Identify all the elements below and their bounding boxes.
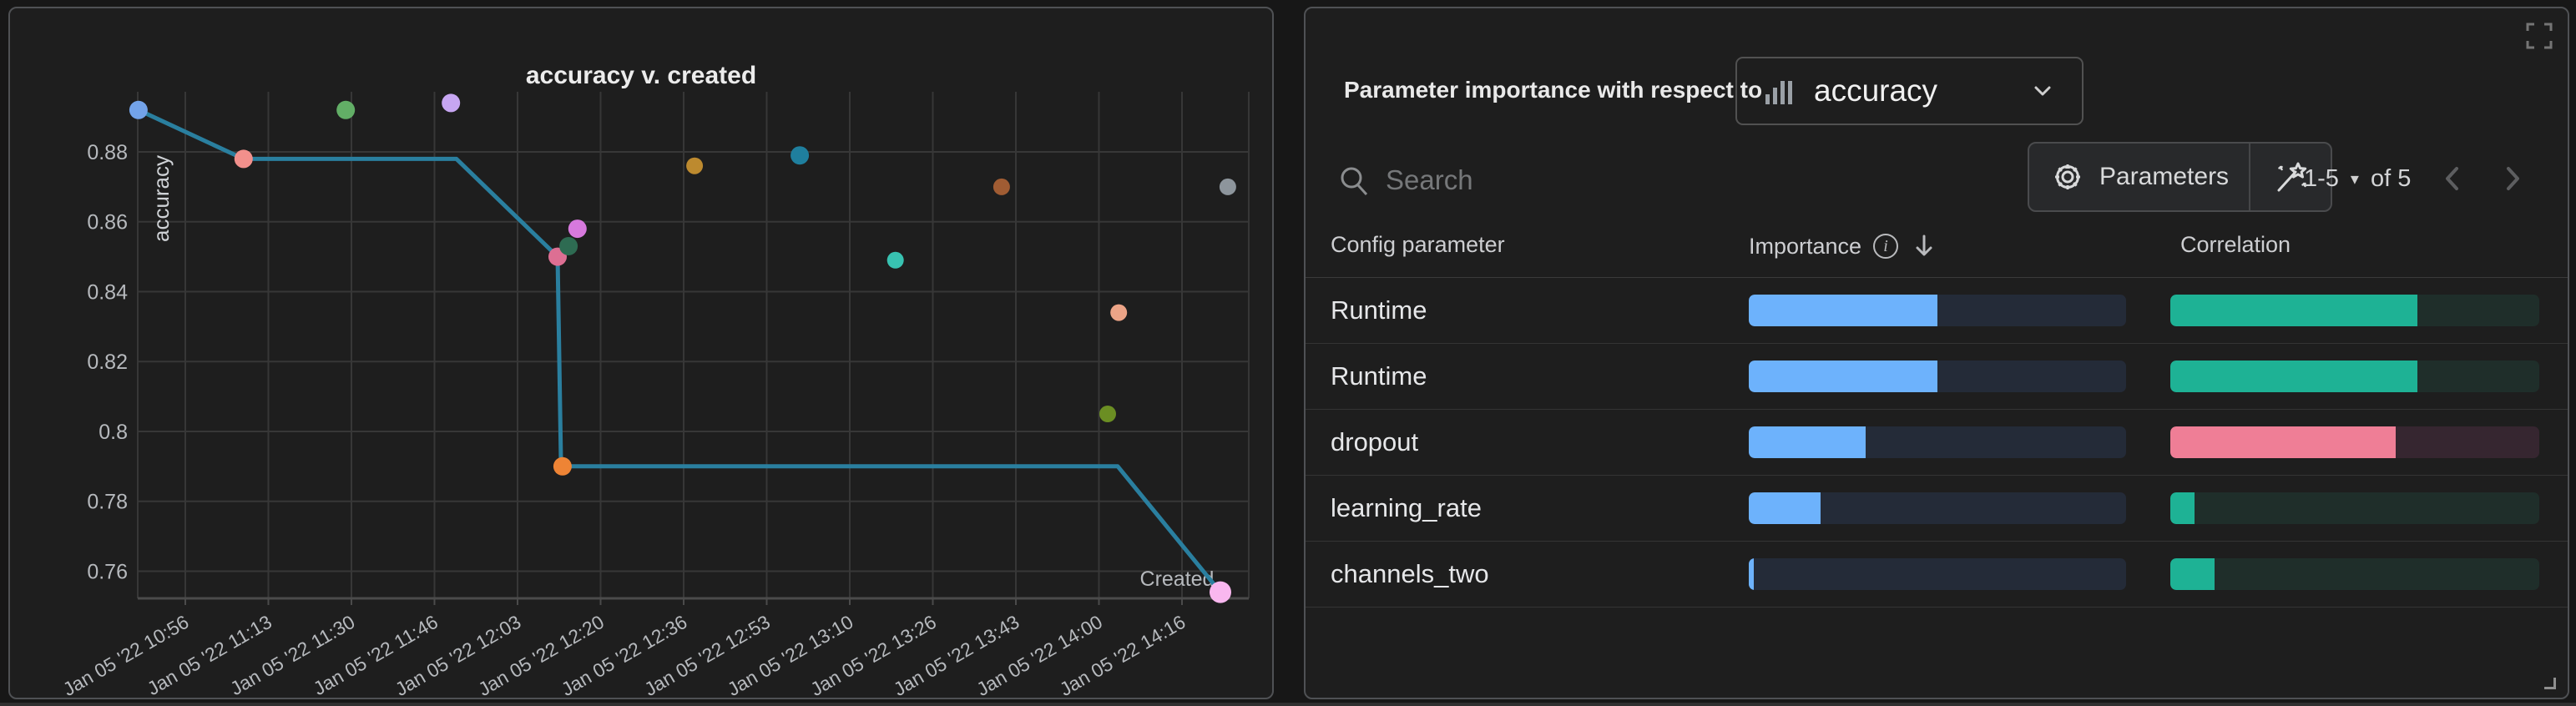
button-group-divider (2249, 144, 2251, 210)
search-icon (1337, 164, 1372, 199)
data-point[interactable] (336, 100, 356, 119)
table-header: Config parameter Importance i Correlatio… (1306, 232, 2568, 277)
metric-select-dropdown[interactable]: accuracy (1735, 57, 2084, 125)
data-point[interactable] (1099, 406, 1116, 422)
trend-line (137, 108, 1222, 594)
data-point[interactable] (686, 157, 704, 174)
correlation-bar (2170, 492, 2539, 524)
y-axis-tick-label: 0.78 (87, 491, 128, 514)
data-point[interactable] (1110, 304, 1128, 321)
fullscreen-icon[interactable] (2524, 21, 2554, 51)
importance-bar (1749, 426, 2126, 458)
correlation-bar-fill (2170, 295, 2418, 326)
data-point[interactable] (568, 219, 587, 239)
correlation-bar-fill (2170, 361, 2418, 392)
data-point[interactable] (1210, 581, 1231, 603)
panel-resize-handle[interactable] (2544, 678, 2556, 689)
search-input[interactable] (1384, 157, 1785, 204)
chart-title: accuracy v. created (526, 62, 756, 89)
parameter-name: Runtime (1331, 361, 1427, 391)
bar-chart-icon (1762, 74, 1796, 108)
y-axis-tick-label: 0.82 (87, 350, 128, 374)
correlation-bar-fill (2170, 558, 2215, 590)
correlation-bar (2170, 295, 2539, 326)
gear-icon (2049, 159, 2086, 195)
importance-bar-fill (1749, 295, 1937, 326)
table-row[interactable]: dropout (1306, 410, 2568, 476)
table-header-divider (1306, 277, 2568, 278)
data-point[interactable] (559, 237, 578, 255)
parameter-name: learning_rate (1331, 493, 1482, 522)
sort-descending-icon[interactable] (1910, 232, 1938, 260)
parameters-button-label: Parameters (2099, 163, 2230, 190)
data-point[interactable] (790, 146, 810, 165)
column-config-parameter: Config parameter (1331, 232, 1505, 257)
column-importance[interactable]: Importance i (1749, 232, 1938, 260)
y-axis-tick-label: 0.88 (87, 141, 128, 164)
importance-bar (1749, 558, 2126, 590)
panel-title: Parameter importance with respect to (1344, 77, 1763, 103)
table-row[interactable]: Runtime (1306, 344, 2568, 410)
parameter-name: Runtime (1331, 295, 1427, 325)
data-point[interactable] (234, 149, 253, 169)
correlation-bar (2170, 426, 2539, 458)
data-point[interactable] (886, 251, 904, 269)
y-axis-tick-label: 0.84 (87, 280, 128, 304)
y-axis-tick-label: 0.76 (87, 560, 128, 583)
next-page-button[interactable] (2494, 160, 2531, 197)
parameter-name: dropout (1331, 427, 1419, 456)
correlation-bar (2170, 361, 2539, 392)
correlation-bar (2170, 558, 2539, 590)
info-icon[interactable]: i (1873, 234, 1899, 259)
accuracy-vs-created-chart[interactable]: 0.88 0.86 0.84 0.82 0.8 0.78 0.76 Jan 05 '22 10… (10, 8, 1272, 698)
correlation-bar-fill (2170, 426, 2396, 458)
y-axis-label: accuracy (149, 155, 174, 242)
table-row[interactable]: learning_rate (1306, 476, 2568, 542)
parameters-button[interactable]: Parameters (2029, 144, 2249, 210)
table-row[interactable]: channels_two (1306, 542, 2568, 608)
chevron-down-icon (2028, 77, 2057, 105)
caret-down-icon[interactable]: ▾ (2350, 170, 2359, 189)
table-row[interactable]: Runtime (1306, 278, 2568, 344)
metric-select-value: accuracy (1814, 73, 1938, 108)
data-point[interactable] (129, 100, 148, 119)
horizontal-scrollbar[interactable] (0, 703, 2576, 706)
pagination-total: of 5 (2370, 165, 2412, 192)
importance-bar-fill (1749, 361, 1937, 392)
magic-wand-button[interactable] (2250, 144, 2331, 210)
chart-panel: 0.88 0.86 0.84 0.82 0.8 0.78 0.76 Jan 05 '22 10… (8, 7, 1274, 699)
correlation-bar-fill (2170, 492, 2195, 524)
importance-bar (1749, 295, 2126, 326)
importance-bar-fill (1749, 492, 1821, 524)
previous-page-button[interactable] (2434, 160, 2471, 197)
data-point[interactable] (993, 178, 1010, 195)
importance-bar (1749, 492, 2126, 524)
column-correlation: Correlation (2180, 232, 2291, 257)
data-point[interactable] (553, 456, 572, 476)
pagination-range-select[interactable]: 1-5 (2304, 165, 2339, 192)
y-axis-tick-label: 0.86 (87, 211, 128, 234)
data-point[interactable] (442, 93, 461, 113)
parameters-button-group: Parameters (2028, 142, 2333, 212)
importance-bar-fill (1749, 426, 1866, 458)
parameter-importance-panel: Parameter importance with respect to acc… (1304, 7, 2569, 699)
importance-bar-fill (1749, 558, 1754, 590)
y-axis-tick-label: 0.8 (98, 421, 128, 444)
parameter-name: channels_two (1331, 559, 1489, 588)
pagination: 1-5 ▾ of 5 (2304, 165, 2411, 193)
data-point[interactable] (1219, 178, 1236, 195)
importance-bar (1749, 361, 2126, 392)
